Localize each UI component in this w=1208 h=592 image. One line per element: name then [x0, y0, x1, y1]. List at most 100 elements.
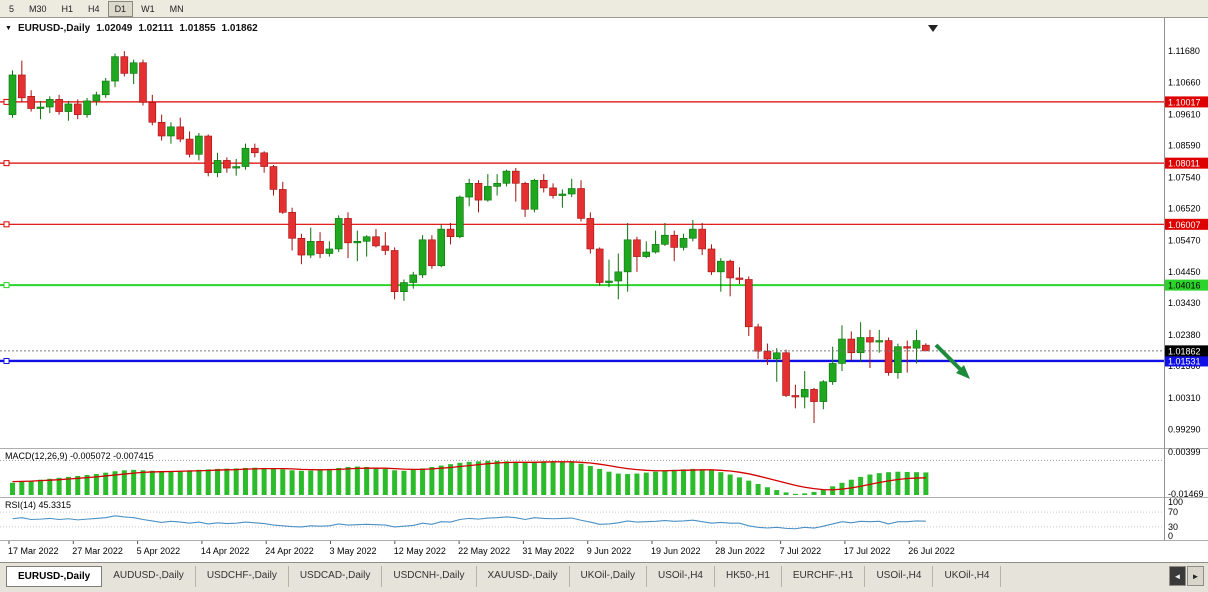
macd-bar: [886, 472, 892, 495]
macd-bar: [811, 491, 817, 495]
tab-ukoil-daily[interactable]: UKOil-,Daily: [570, 566, 647, 587]
price-tick-label: 1.10660: [1168, 77, 1201, 87]
period-button-M30[interactable]: M30: [29, 3, 47, 14]
candle-body: [922, 344, 930, 352]
macd-bar: [410, 469, 416, 495]
candle-body: [101, 80, 110, 96]
candle-body: [288, 212, 296, 239]
candle-body: [204, 135, 213, 173]
date-axis[interactable]: 17 Mar 2022 27 Mar 2022 5 Apr 2022 14 Apr 2…: [8, 541, 955, 556]
macd-bar: [457, 462, 463, 495]
macd-bar: [634, 473, 640, 495]
price-tick-label: 1.06520: [1168, 204, 1201, 214]
macd-bar: [643, 472, 649, 495]
period-button-MN[interactable]: MN: [169, 3, 184, 14]
macd-bar: [28, 480, 34, 495]
price-axis-labels[interactable]: 1.11680 1.10660 1.09610 1.08590 1.07540 1.065…: [1168, 46, 1201, 434]
tabs-scroll-right-button[interactable]: ►: [1187, 566, 1204, 586]
candlestick-series: [8, 51, 930, 423]
period-button-H1[interactable]: H1: [61, 3, 74, 14]
axis-badge-1.04016: [1165, 279, 1208, 291]
candle-body: [530, 179, 539, 210]
candle-body: [390, 250, 399, 292]
macd-bar: [84, 475, 90, 495]
candle-body: [782, 352, 790, 396]
price-chart-canvas[interactable]: 1.11680 1.10660 1.09610 1.08590 1.07540 1.065…: [0, 18, 1208, 562]
chart-marker-icon: ▼: [5, 24, 12, 32]
period-button-5[interactable]: 5: [9, 3, 15, 14]
macd-bar: [736, 477, 742, 495]
tab-scroll-buttons: ◄ ►: [1169, 566, 1206, 586]
macd-bar: [625, 474, 631, 495]
price-tick-label: 1.07540: [1168, 173, 1201, 183]
tab-eurchf-h1[interactable]: EURCHF-,H1: [782, 566, 866, 587]
macd-bar: [718, 472, 724, 495]
date-label: 17 Mar 2022: [8, 546, 59, 556]
axis-badge-label: 1.01531: [1168, 356, 1201, 366]
chart-shift-marker[interactable]: [928, 25, 938, 32]
rsi-line: [12, 515, 926, 530]
macd-bar: [755, 483, 761, 495]
current-price-badge: [1165, 345, 1208, 357]
macd-bar: [317, 469, 323, 495]
date-label: 3 May 2022: [330, 546, 377, 556]
tab-usdchf-daily[interactable]: USDCHF-,Daily: [196, 566, 289, 587]
tab-usoil-h4[interactable]: USOil-,H4: [647, 566, 715, 587]
tab-eurusd-daily[interactable]: EURUSD-,Daily: [6, 566, 103, 587]
tab-usdcad-daily[interactable]: USDCAD-,Daily: [289, 566, 383, 587]
tab-hk50-h1[interactable]: HK50-,H1: [715, 566, 782, 587]
price-tick-label: 1.08590: [1168, 140, 1201, 150]
candle-body: [344, 218, 352, 244]
macd-bar: [792, 493, 798, 495]
candle-body: [558, 193, 567, 196]
date-label: 5 Apr 2022: [137, 546, 181, 556]
macd-bar: [56, 477, 62, 495]
hline-handle[interactable]: [3, 221, 10, 228]
macd-bar: [914, 472, 920, 495]
hline-handle[interactable]: [3, 98, 10, 105]
macd-bar: [121, 470, 127, 495]
candle-body: [866, 337, 874, 343]
ohlc-high: 1.02111: [138, 23, 174, 34]
macd-bar: [177, 470, 183, 495]
price-tick-label: 1.09610: [1168, 109, 1201, 119]
tab-xauusd-daily[interactable]: XAUUSD-,Daily: [477, 566, 570, 587]
candle-body: [847, 338, 856, 354]
candle-body: [903, 346, 912, 349]
tab-audusd-daily[interactable]: AUDUSD-,Daily: [102, 566, 196, 587]
candle-body: [689, 228, 697, 239]
macd-bar: [904, 471, 910, 495]
macd-bar: [168, 471, 174, 495]
candle-body: [502, 170, 511, 184]
candle-body: [241, 147, 250, 167]
tab-usdcnh-daily[interactable]: USDCNH-,Daily: [382, 566, 477, 587]
candle-body: [567, 188, 576, 195]
period-button-D1[interactable]: D1: [107, 0, 134, 17]
trend-arrow-head[interactable]: [956, 365, 970, 379]
chart-area[interactable]: ▼ EURUSD-,Daily 1.02049 1.02111 1.01855 …: [0, 18, 1208, 562]
hline-handle[interactable]: [3, 160, 10, 167]
date-label: 7 Jul 2022: [780, 546, 822, 556]
hline-handle[interactable]: [3, 282, 10, 289]
period-button-W1[interactable]: W1: [141, 3, 155, 14]
tabs-scroll-left-button[interactable]: ◄: [1169, 566, 1186, 586]
hline-handle[interactable]: [3, 357, 10, 364]
tab-usoil-h4[interactable]: USOil-,H4: [865, 566, 934, 587]
macd-bar: [252, 467, 258, 495]
rsi-axis-label: 30: [1168, 522, 1178, 532]
axis-badge-1.06007: [1165, 218, 1208, 230]
candle-body: [418, 239, 427, 276]
macd-bar: [531, 461, 537, 495]
candle-body: [493, 183, 501, 187]
candle-body: [894, 346, 902, 373]
axis-badge-label: 1.06007: [1168, 220, 1201, 230]
macd-histogram: [10, 460, 929, 495]
tab-ukoil-h4[interactable]: UKOil-,H4: [933, 566, 1002, 587]
macd-bar: [681, 469, 687, 495]
candle-body: [912, 340, 921, 349]
macd-bar: [802, 493, 808, 495]
macd-bar: [75, 475, 81, 495]
candle-body: [800, 389, 809, 398]
period-button-H4[interactable]: H4: [88, 3, 100, 14]
trend-arrow-object[interactable]: [934, 343, 963, 372]
